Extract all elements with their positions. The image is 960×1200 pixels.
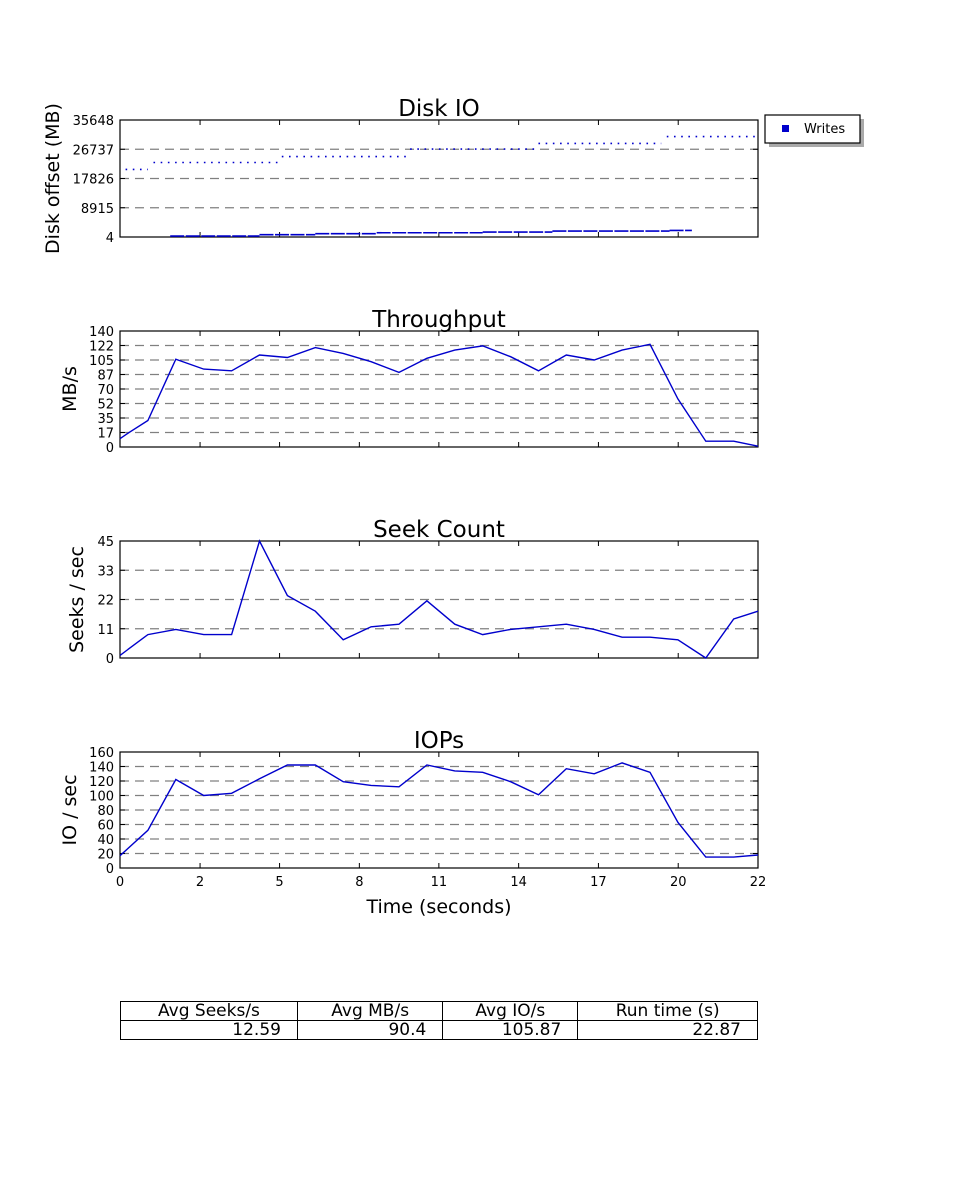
stats-value-avg-mbs: 90.4 xyxy=(296,1020,444,1040)
y-tick-label: 17826 xyxy=(73,173,114,188)
chart-title: IOPs xyxy=(414,728,464,754)
y-tick-label: 35648 xyxy=(73,114,114,129)
y-tick-label: 140 xyxy=(89,761,114,776)
y-tick-label: 8915 xyxy=(81,202,114,217)
y-tick-label: 45 xyxy=(97,535,114,550)
y-tick-label: 105 xyxy=(89,354,114,369)
stats-header-avg-ios: Avg IO/s xyxy=(442,1001,579,1021)
y-tick-label: 87 xyxy=(97,369,114,384)
y-tick-label: 35 xyxy=(97,412,114,427)
y-tick-label: 70 xyxy=(97,383,114,398)
chart-seek-count: 0 11 22 33 45 Seek Count Seeks / sec xyxy=(66,517,759,667)
stats-header-row: Avg Seeks/s Avg MB/s Avg IO/s Run time (… xyxy=(120,1001,758,1021)
y-tick-label: 160 xyxy=(89,746,114,761)
y-axis-label: MB/s xyxy=(59,366,81,412)
y-tick-label: 26737 xyxy=(73,143,114,158)
x-tick-label: 20 xyxy=(670,875,687,890)
y-tick-label: 33 xyxy=(97,564,114,579)
stats-value-avg-ios: 105.87 xyxy=(442,1020,579,1040)
x-axis-label: Time (seconds) xyxy=(365,896,511,918)
y-tick-label: 100 xyxy=(89,790,114,805)
series-line xyxy=(119,762,759,858)
chart-title: Seek Count xyxy=(373,517,505,543)
x-tick-label: 2 xyxy=(196,875,204,890)
chart-disk-io: 4 8915 17826 26737 35648 Disk IO Disk offset (… xyxy=(42,96,864,254)
x-tick-label: 0 xyxy=(116,875,124,890)
x-tick-label: 8 xyxy=(355,875,363,890)
y-tick-label: 140 xyxy=(89,325,114,340)
y-tick-label: 122 xyxy=(89,340,114,355)
y-tick-label: 120 xyxy=(89,775,114,790)
chart-title: Disk IO xyxy=(398,96,480,122)
stats-value-row: 12.59 90.4 105.87 22.87 xyxy=(120,1020,758,1040)
legend-box xyxy=(764,114,861,144)
y-tick-label: 0 xyxy=(106,652,114,667)
y-tick-label: 11 xyxy=(97,623,114,638)
stats-value-run-time: 22.87 xyxy=(577,1020,758,1040)
legend-label: Writes xyxy=(804,122,845,137)
stats-header-avg-seeks: Avg Seeks/s xyxy=(120,1001,298,1021)
series-line xyxy=(119,343,759,447)
y-tick-label: 52 xyxy=(97,398,114,413)
series-line xyxy=(119,539,759,659)
y-tick-label: 60 xyxy=(97,819,114,834)
y-tick-label: 80 xyxy=(97,804,114,819)
x-tick-label: 11 xyxy=(431,875,448,890)
stats-value-avg-seeks: 12.59 xyxy=(120,1020,298,1040)
y-tick-label: 0 xyxy=(106,862,114,877)
stats-header-avg-mbs: Avg MB/s xyxy=(296,1001,444,1021)
y-axis-label: IO / sec xyxy=(59,774,81,845)
chart-title: Throughput xyxy=(371,307,506,333)
y-tick-label: 17 xyxy=(97,427,114,442)
legend-marker xyxy=(782,125,789,132)
y-tick-label: 0 xyxy=(106,441,114,456)
y-tick-label: 40 xyxy=(97,833,114,848)
x-tick-label: 22 xyxy=(750,875,767,890)
stats-header-run-time: Run time (s) xyxy=(577,1001,758,1021)
y-axis-label: Disk offset (MB) xyxy=(42,103,64,254)
y-tick-label: 22 xyxy=(97,594,114,609)
legend: Writes xyxy=(764,114,864,147)
y-tick-label: 4 xyxy=(106,231,114,246)
x-tick-label: 5 xyxy=(275,875,283,890)
y-tick-label: 20 xyxy=(97,848,114,863)
x-tick-label: 14 xyxy=(510,875,527,890)
x-tick-label: 17 xyxy=(590,875,607,890)
y-axis-label: Seeks / sec xyxy=(66,546,88,653)
stats-table: Avg Seeks/s Avg MB/s Avg IO/s Run time (… xyxy=(120,1001,758,1040)
